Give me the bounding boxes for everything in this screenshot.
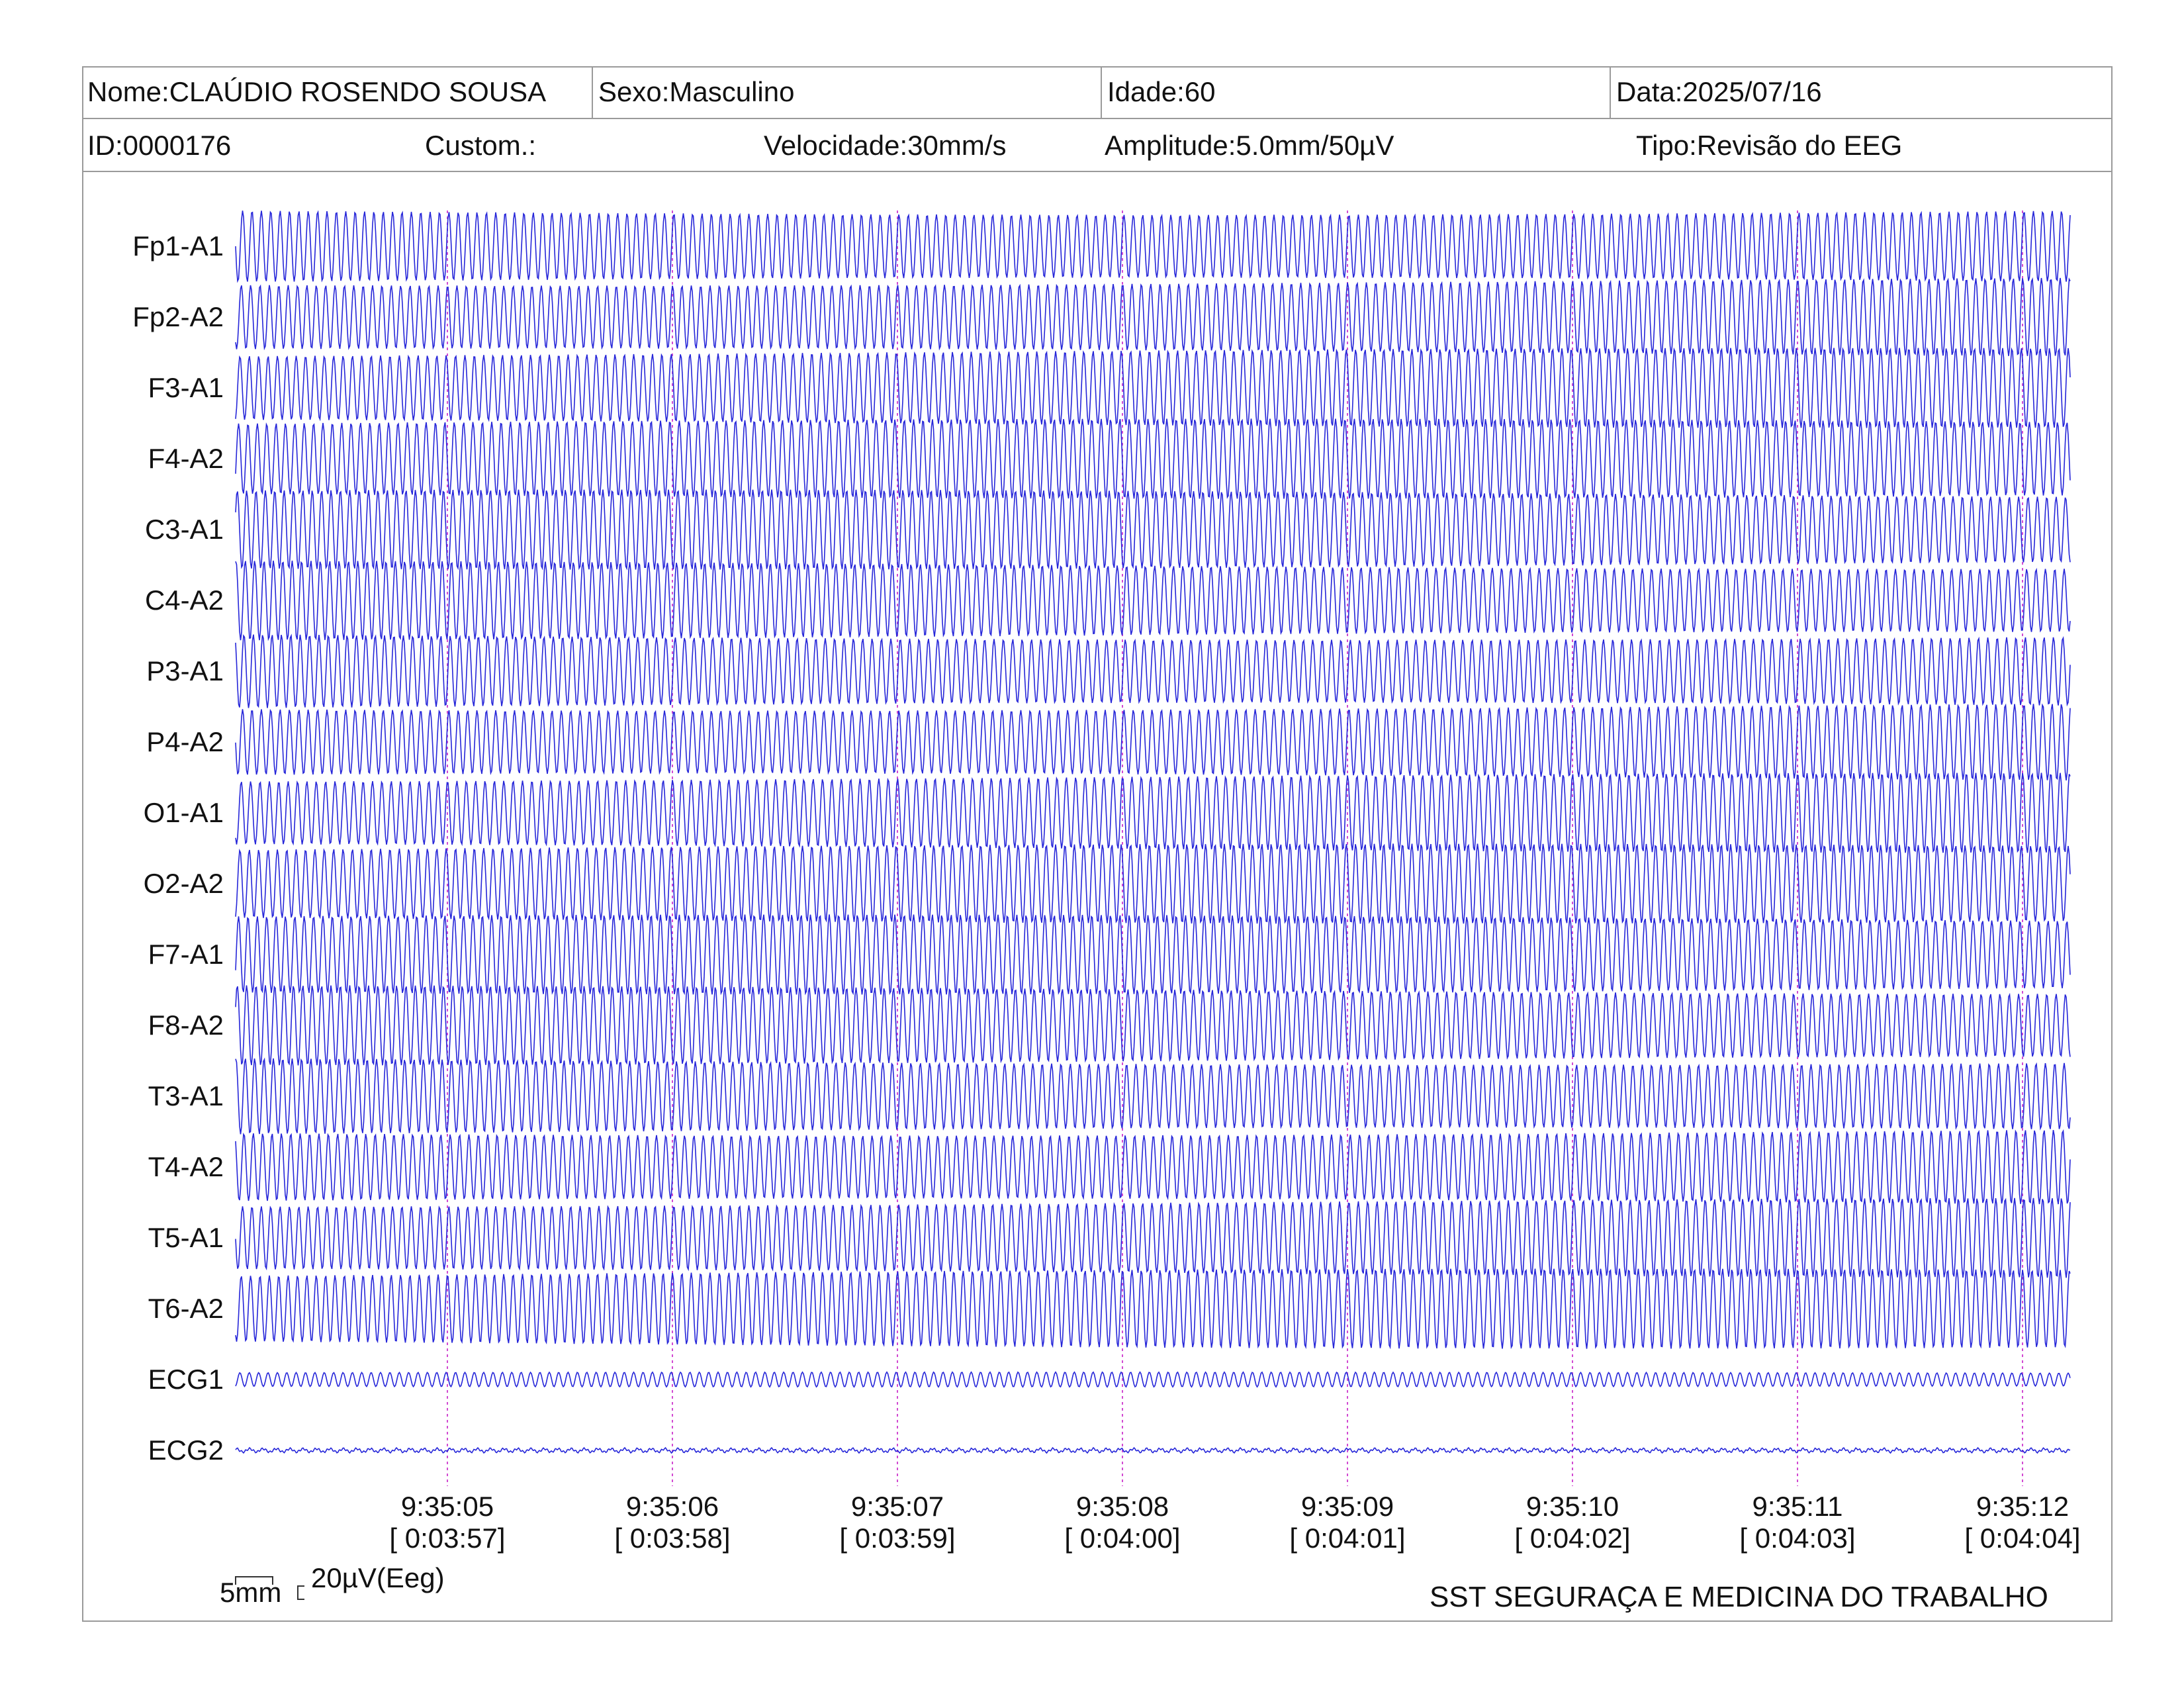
channel-label: F3-A1 [148,372,224,403]
header-row-patient: Nome:CLAÚDIO ROSENDO SOUSA Sexo:Masculin… [82,66,2113,119]
organization-footer: SST SEGURAÇA E MEDICINA DO TRABALHO [1430,1581,2048,1613]
patient-sex: Sexo:Masculino [598,76,795,107]
eeg-trace [235,985,2071,1066]
recording-amplitude: Amplitude:5.0mm/50µV [1105,130,1394,161]
eeg-trace [235,703,2071,780]
channel-label: T3-A1 [148,1080,224,1111]
time-label-clock: 9:35:12 [1976,1491,2069,1522]
header-row-exam: ID:0000176 Custom.: Velocidade:30mm/s Am… [82,119,2113,172]
channel-label: ECG1 [148,1364,224,1395]
scale-amplitude-label: 20µV(Eeg) [311,1562,445,1593]
time-label-elapsed: [ 0:04:01] [1289,1523,1405,1554]
channel-label: P4-A2 [146,726,224,757]
time-label-elapsed: [ 0:03:58] [614,1523,730,1554]
channel-label: F7-A1 [148,939,224,970]
eeg-trace [235,773,2071,853]
eeg-trace [235,1446,2071,1454]
time-label-clock: 9:35:11 [1752,1491,1843,1522]
eeg-trace [235,489,2071,571]
recording-speed: Velocidade:30mm/s [764,130,1007,161]
eeg-trace [235,914,2071,996]
eeg-trace [235,347,2071,428]
eeg-trace [235,418,2071,499]
time-label-clock: 9:35:09 [1301,1491,1394,1522]
eeg-trace [235,1268,2071,1350]
eeg-chart: Fp1-A1 Fp2-A2 F3-A1 F4-A2 C3-A1 C4-A2 P3-A1 P4-… [132,210,2081,1554]
scale-bracket-icon [235,1576,304,1600]
channel-label: Fp2-A2 [132,301,224,332]
header-divider [1101,66,1102,119]
eeg-trace [235,1371,2071,1388]
channel-label: Fp1-A1 [132,230,224,261]
time-label-elapsed: [ 0:04:03] [1739,1523,1855,1554]
time-label-clock: 9:35:06 [626,1491,719,1522]
channel-label: T6-A2 [148,1293,224,1324]
header-divider [1610,66,1611,119]
patient-id: ID:0000176 [87,130,232,161]
exam-date: Data:2025/07/16 [1616,76,1822,107]
channel-label: P3-A1 [146,655,224,686]
eeg-trace [235,1057,2071,1135]
scale-legend: 5mm 20µV(Eeg) [220,1562,564,1609]
channel-label: T4-A2 [148,1151,224,1182]
channel-label: F8-A2 [148,1009,224,1041]
time-label-elapsed: [ 0:04:00] [1064,1523,1180,1554]
custom-field: Custom.: [425,130,537,161]
time-label-clock: 9:35:10 [1526,1491,1619,1522]
channel-label: O1-A1 [144,797,224,828]
patient-name: Nome:CLAÚDIO ROSENDO SOUSA [87,76,547,107]
time-label-clock: 9:35:08 [1076,1491,1169,1522]
channel-label: C3-A1 [145,514,224,545]
channel-label: O2-A2 [144,868,224,899]
time-label-clock: 9:35:07 [851,1491,944,1522]
channel-label: F4-A2 [148,443,224,474]
eeg-trace [235,633,2071,708]
time-label-elapsed: [ 0:04:04] [1964,1523,2080,1554]
time-label-elapsed: [ 0:03:59] [839,1523,955,1554]
exam-type: Tipo:Revisão do EEG [1636,130,1903,161]
channel-label: C4-A2 [145,585,224,616]
time-label-elapsed: [ 0:04:02] [1514,1523,1630,1554]
eeg-trace [235,560,2071,641]
patient-age: Idade:60 [1107,76,1216,107]
channel-label: T5-A1 [148,1222,224,1253]
eeg-trace [235,1129,2071,1205]
eeg-trace [235,277,2071,356]
scale-time-label: 5mm [220,1577,282,1608]
eeg-trace [235,843,2071,924]
trace-layer [235,210,2071,1454]
header-divider [592,66,593,119]
time-label-elapsed: [ 0:03:57] [389,1523,505,1554]
time-label-clock: 9:35:05 [401,1491,494,1522]
eeg-trace [235,1197,2071,1278]
report-frame [82,66,2113,1622]
channel-label: ECG2 [148,1434,224,1466]
eeg-trace [235,210,2071,283]
time-label-layer: 9:35:05[ 0:03:57] 9:35:06[ 0:03:58] 9:35:0… [389,1491,2080,1554]
channel-label-layer: Fp1-A1 Fp2-A2 F3-A1 F4-A2 C3-A1 C4-A2 P3-A1 P4-… [132,230,224,1466]
